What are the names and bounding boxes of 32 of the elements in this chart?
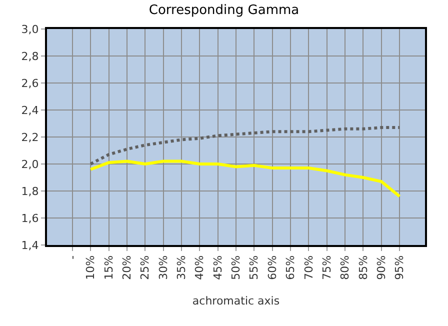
- x-tick-label: 95%: [393, 255, 406, 280]
- x-tick-label: 85%: [356, 255, 370, 280]
- x-tick-label: 15%: [102, 255, 116, 280]
- y-tick-label: 2,2: [21, 130, 39, 144]
- y-tick-label: 3,0: [21, 22, 39, 36]
- x-tick-label: 60%: [266, 255, 279, 280]
- x-tick-label: 20%: [120, 255, 134, 280]
- x-tick-label: 55%: [248, 255, 261, 280]
- line-series: [89, 160, 402, 198]
- x-tick-label: 65%: [284, 255, 298, 280]
- y-tick-label: 2,0: [21, 158, 39, 171]
- y-tick-label: 1,4: [21, 238, 39, 252]
- y-tick-label: 2,8: [21, 50, 39, 63]
- x-tick-label: 40%: [193, 255, 206, 280]
- y-tick-label: 2,6: [21, 76, 39, 90]
- x-tick-label: 70%: [302, 255, 316, 280]
- chart-title: Corresponding Gamma: [148, 2, 300, 18]
- x-tick-label: 45%: [211, 255, 224, 280]
- line-series: [89, 126, 402, 166]
- x-tick-label: 75%: [320, 255, 334, 280]
- y-tick-label: 2,4: [21, 104, 39, 117]
- x-tick-label: 35%: [175, 255, 188, 280]
- x-tick-label: 80%: [338, 255, 352, 280]
- x-tick-label: 10%: [84, 255, 98, 280]
- y-tick-label: 1,6: [21, 212, 39, 225]
- x-tick-label: 30%: [156, 255, 170, 280]
- x-tick-label: 90%: [374, 255, 388, 280]
- x-axis-title: achromatic axis: [192, 294, 280, 308]
- x-tick-label: 50%: [230, 255, 243, 280]
- x-tick-label: 25%: [138, 255, 152, 280]
- x-tick-label: -: [66, 255, 80, 260]
- y-tick-label: 1,8: [21, 184, 39, 198]
